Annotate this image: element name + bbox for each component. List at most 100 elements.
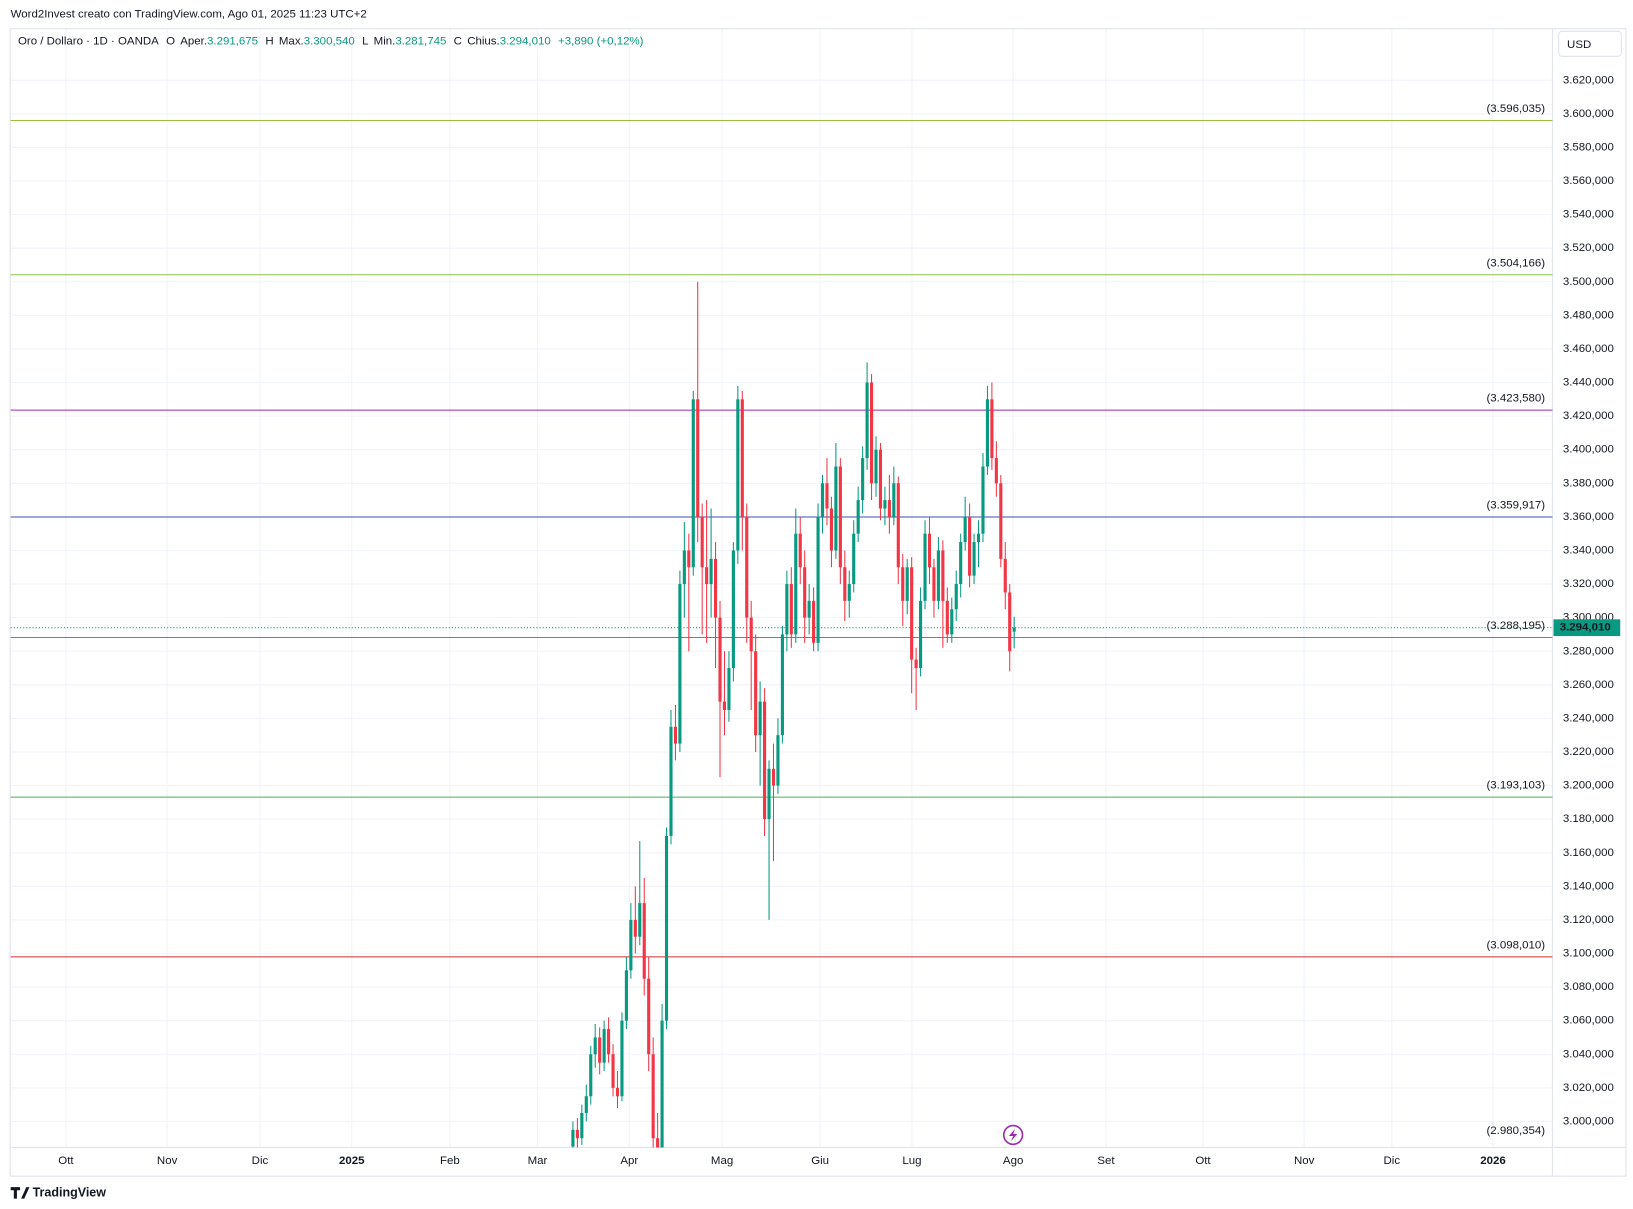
candle-body [633, 919, 637, 937]
candle-body [607, 1029, 611, 1055]
chart-frame [9, 28, 1627, 1177]
y-tick-label: 3.580,000 [1563, 141, 1614, 153]
candle-body [798, 533, 802, 568]
candle-body [615, 1087, 620, 1097]
candle-body [664, 835, 669, 1021]
candle-body [749, 617, 753, 652]
y-tick-label: 3.340,000 [1563, 544, 1614, 556]
y-tick-label: 3.220,000 [1563, 746, 1614, 758]
candle-body [954, 584, 958, 610]
y-tick-label: 3.600,000 [1563, 108, 1614, 120]
candle-body [919, 600, 923, 669]
y-tick-label: 3.180,000 [1563, 813, 1614, 825]
x-tick-label: Dic [252, 1155, 269, 1167]
y-tick-label: 3.360,000 [1563, 511, 1614, 523]
x-tick-label: Lug [902, 1155, 921, 1167]
candle-body [642, 903, 646, 979]
x-tick-label: Giu [811, 1155, 829, 1167]
level-label: (3.193,103) [1486, 780, 1545, 792]
y-tick-label: 3.420,000 [1563, 410, 1614, 422]
y-tick-label: 3.000,000 [1563, 1115, 1614, 1127]
y-tick-label: 3.520,000 [1563, 242, 1614, 254]
y-tick-label: 3.540,000 [1563, 209, 1614, 221]
candle-body [981, 466, 985, 534]
candle-body [740, 399, 744, 517]
last-price-box [1553, 619, 1621, 637]
candle-body [767, 768, 771, 820]
x-tick-label: Apr [620, 1155, 638, 1167]
c-name: Chius. [467, 36, 500, 48]
x-tick-label: Mar [528, 1155, 548, 1167]
candle-body [700, 516, 704, 568]
candle-body [985, 399, 989, 467]
candle-body [1008, 592, 1012, 652]
candle-body [580, 1113, 584, 1139]
candle-body [887, 500, 891, 517]
candle-body [705, 567, 709, 585]
candle-body [611, 1054, 615, 1088]
candle-body [713, 558, 718, 618]
y-tick-label: 3.240,000 [1563, 712, 1614, 724]
level-label: (3.288,195) [1486, 620, 1545, 632]
candle-body [892, 483, 896, 517]
candle-body [673, 726, 678, 744]
x-tick-label: Set [1097, 1155, 1115, 1167]
candle-body [718, 617, 722, 702]
y-tick-label: 3.020,000 [1563, 1082, 1614, 1094]
candle-body [829, 508, 834, 551]
candle-body [999, 483, 1003, 559]
y-tick-label: 3.040,000 [1563, 1048, 1614, 1060]
candle-body [972, 542, 976, 576]
level-label: (3.504,166) [1486, 257, 1545, 269]
candle-body [963, 516, 967, 543]
candle-body [745, 516, 749, 618]
y-tick-label: 3.260,000 [1563, 679, 1614, 691]
o: O [166, 36, 175, 48]
currency-button[interactable] [1558, 30, 1622, 57]
candle-body [629, 919, 633, 971]
l-name: Min. [374, 36, 396, 48]
y-tick-label: 3.100,000 [1563, 948, 1614, 960]
y-tick-label: 3.140,000 [1563, 880, 1614, 892]
candle-body [856, 500, 860, 534]
y-tick-label: 3.320,000 [1563, 578, 1614, 590]
symbol: Oro / Dollaro · 1D · OANDA [18, 36, 159, 48]
x-tick-label: 2026 [1480, 1155, 1506, 1167]
candle-body [789, 584, 793, 635]
candle-body [950, 609, 954, 635]
candle-body [758, 701, 762, 736]
y-tick-label: 3.460,000 [1563, 343, 1614, 355]
candle-body [923, 533, 927, 601]
y-tick-label: 3.440,000 [1563, 377, 1614, 389]
x-tick-label: Nov [157, 1155, 178, 1167]
level-label: (3.596,035) [1486, 103, 1545, 115]
y-tick-label: 3.160,000 [1563, 847, 1614, 859]
c: C [454, 36, 462, 48]
x-tick-label: Feb [440, 1155, 460, 1167]
candle-body [869, 382, 874, 484]
level-label: (3.423,580) [1486, 393, 1545, 405]
candle-body [847, 584, 851, 601]
candle-body [941, 550, 945, 601]
candle-body [959, 542, 963, 585]
y-tick-label: 3.380,000 [1563, 477, 1614, 489]
candle-body [945, 600, 949, 635]
candle-body [785, 584, 789, 635]
candle-body [656, 1138, 660, 1148]
y-tick-label: 3.280,000 [1563, 645, 1614, 657]
level-label: (3.359,917) [1486, 500, 1545, 512]
candle-body [669, 726, 673, 836]
y-tick-label: 3.480,000 [1563, 309, 1614, 321]
candle-body [678, 584, 682, 744]
candle-body [691, 399, 695, 568]
level-label: (2.980,354) [1486, 1125, 1545, 1137]
candle-body [834, 466, 838, 551]
candles [571, 281, 1016, 1148]
x-tick-label: Dic [1384, 1155, 1401, 1167]
candle-body [812, 600, 816, 643]
candle-body [927, 533, 932, 568]
candle-body [709, 558, 713, 585]
candle-body [932, 567, 936, 601]
candle-body [1012, 627, 1016, 632]
candle-body [874, 449, 878, 484]
